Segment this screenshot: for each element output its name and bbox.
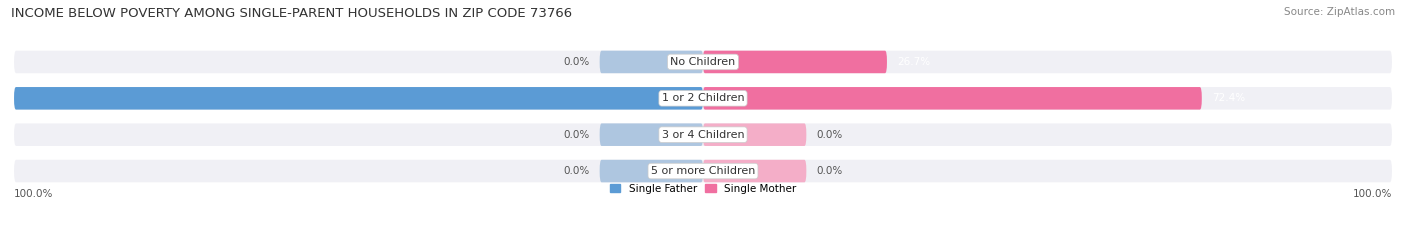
Text: 0.0%: 0.0% — [817, 166, 844, 176]
Text: INCOME BELOW POVERTY AMONG SINGLE-PARENT HOUSEHOLDS IN ZIP CODE 73766: INCOME BELOW POVERTY AMONG SINGLE-PARENT… — [11, 7, 572, 20]
Text: 1 or 2 Children: 1 or 2 Children — [662, 93, 744, 103]
Text: 5 or more Children: 5 or more Children — [651, 166, 755, 176]
FancyBboxPatch shape — [14, 51, 1392, 73]
FancyBboxPatch shape — [14, 87, 703, 110]
Text: 3 or 4 Children: 3 or 4 Children — [662, 130, 744, 140]
Text: Source: ZipAtlas.com: Source: ZipAtlas.com — [1284, 7, 1395, 17]
FancyBboxPatch shape — [703, 160, 807, 182]
FancyBboxPatch shape — [703, 51, 887, 73]
Text: 0.0%: 0.0% — [562, 130, 589, 140]
Text: No Children: No Children — [671, 57, 735, 67]
FancyBboxPatch shape — [599, 160, 703, 182]
Legend: Single Father, Single Mother: Single Father, Single Mother — [606, 179, 800, 198]
Text: 0.0%: 0.0% — [562, 57, 589, 67]
Text: 100.0%: 100.0% — [0, 93, 4, 103]
FancyBboxPatch shape — [14, 123, 1392, 146]
FancyBboxPatch shape — [599, 123, 703, 146]
Text: 26.7%: 26.7% — [897, 57, 931, 67]
Text: 0.0%: 0.0% — [562, 166, 589, 176]
Text: 100.0%: 100.0% — [1353, 189, 1392, 199]
FancyBboxPatch shape — [14, 160, 1392, 182]
FancyBboxPatch shape — [14, 87, 1392, 110]
Text: 0.0%: 0.0% — [817, 130, 844, 140]
FancyBboxPatch shape — [703, 87, 1202, 110]
FancyBboxPatch shape — [599, 51, 703, 73]
Text: 72.4%: 72.4% — [1212, 93, 1246, 103]
Text: 100.0%: 100.0% — [14, 189, 53, 199]
FancyBboxPatch shape — [703, 123, 807, 146]
